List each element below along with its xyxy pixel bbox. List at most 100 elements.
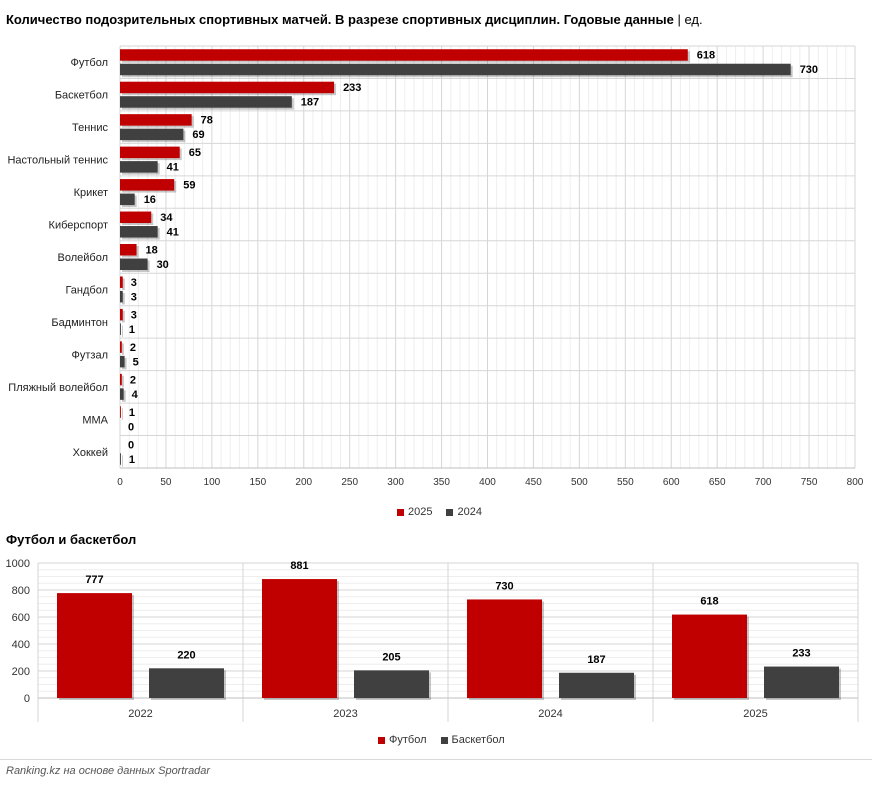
x-tick-label: 50 (160, 477, 172, 488)
source-note: Ranking.kz на основе данных Sportradar (6, 765, 211, 777)
bar-баскетбол-2022 (149, 668, 224, 698)
y-tick-label: 1000 (6, 558, 30, 570)
bar-shadow (122, 408, 123, 420)
data-label: 3 (131, 291, 137, 303)
bar-2024-теннис (120, 128, 184, 141)
bar-2025-mma (120, 406, 121, 418)
category-label-баскетбол: Баскетбол (55, 90, 108, 102)
bar-2024-бадминтон (120, 323, 121, 335)
bar-2024-хоккей (120, 453, 121, 465)
x-tick-label: 0 (117, 477, 123, 488)
data-label: 65 (189, 147, 201, 159)
y-tick-label: 400 (12, 639, 30, 651)
category-label-теннис: Теннис (72, 122, 109, 134)
data-label: 881 (290, 560, 308, 572)
bar-2025-баскетбол (120, 81, 335, 94)
category-label-футзал: Футзал (72, 349, 108, 361)
data-label: 187 (301, 97, 319, 109)
bar-футбол-2023 (262, 579, 337, 698)
data-label: 16 (144, 194, 156, 206)
bar-shadow (122, 325, 123, 337)
category-label-хоккей: Хоккей (73, 447, 108, 459)
data-label: 3 (131, 309, 137, 321)
data-label: 3 (131, 277, 137, 289)
bar-shadow (122, 278, 125, 290)
y-tick-label: 0 (24, 693, 30, 705)
bar-футбол-2025 (672, 614, 747, 698)
y-tick-label: 600 (12, 612, 30, 624)
category-label-mma: MMA (82, 414, 108, 426)
legend-item-2024: 2024 (446, 506, 482, 518)
bar-shadow (122, 292, 125, 305)
data-label: 233 (343, 82, 361, 94)
x-tick-label: 400 (479, 477, 496, 488)
bar-2025-пляжный-волейбол (120, 373, 122, 386)
bar-2024-волейбол (120, 258, 148, 270)
y-tick-label: 200 (12, 666, 30, 678)
category-label-киберспорт: Киберспорт (49, 220, 108, 232)
bar-2025-настольный-теннис (120, 146, 180, 159)
bar-2025-волейбол (120, 244, 137, 256)
bar-баскетбол-2025 (764, 666, 839, 698)
bar-2025-киберспорт (120, 211, 152, 224)
bar-2024-пляжный-волейбол (120, 388, 124, 400)
x-tick-label: 500 (571, 477, 588, 488)
x-tick-label: 700 (755, 477, 772, 488)
bar-2024-гандбол (120, 290, 123, 303)
data-label: 205 (382, 651, 400, 663)
bar-shadow (122, 343, 124, 355)
bar-2024-футзал (120, 355, 125, 368)
bar-2025-футбол (120, 49, 688, 61)
data-label: 220 (177, 649, 195, 661)
bar-2025-теннис (120, 114, 192, 126)
data-label: 18 (146, 245, 158, 257)
data-label: 78 (201, 115, 213, 127)
data-label: 4 (132, 389, 139, 401)
footer-divider (0, 759, 872, 760)
legend-item-football: Футбол (378, 734, 427, 746)
category-label-2022: 2022 (128, 708, 152, 720)
data-label: 0 (128, 439, 134, 451)
category-label-гандбол: Гандбол (65, 284, 108, 296)
x-tick-label: 600 (663, 477, 680, 488)
category-label-2025: 2025 (743, 708, 767, 720)
legend-item-basketball: Баскетбол (440, 734, 505, 746)
data-label: 5 (133, 356, 139, 368)
x-tick-label: 150 (249, 477, 266, 488)
y-tick-label: 800 (12, 585, 30, 597)
category-label-волейбол: Волейбол (58, 252, 109, 264)
bar-баскетбол-2023 (354, 670, 429, 698)
category-label-настольный-теннис: Настольный теннис (7, 155, 108, 167)
x-tick-label: 800 (847, 477, 864, 488)
data-label: 730 (495, 580, 513, 592)
x-tick-label: 550 (617, 477, 634, 488)
bar-2024-баскетбол (120, 96, 292, 108)
data-label: 777 (85, 574, 103, 586)
data-label: 2 (130, 342, 136, 354)
x-tick-label: 300 (387, 477, 404, 488)
data-label: 59 (183, 180, 195, 192)
chart1-legend: 2025 2024 (397, 506, 482, 518)
data-label: 34 (160, 212, 173, 224)
category-label-2023: 2023 (333, 708, 357, 720)
bar-2024-футбол (120, 63, 791, 76)
bar-2024-настольный-теннис (120, 161, 158, 173)
bar-футбол-2022 (57, 593, 132, 698)
chart2-legend: Футбол Баскетбол (378, 734, 505, 746)
data-label: 41 (167, 162, 179, 174)
section-title: Футбол и баскетбол (6, 532, 137, 547)
bar-shadow (122, 375, 124, 388)
data-label: 618 (697, 50, 715, 62)
x-tick-label: 650 (709, 477, 726, 488)
data-label: 618 (700, 596, 718, 608)
data-label: 730 (800, 64, 818, 76)
data-label: 187 (587, 654, 605, 666)
x-tick-label: 100 (204, 477, 221, 488)
x-tick-label: 750 (801, 477, 818, 488)
category-label-2024: 2024 (538, 708, 562, 720)
data-label: 41 (167, 227, 179, 239)
category-label-пляжный-волейбол: Пляжный волейбол (8, 382, 108, 394)
bar-shadow (122, 390, 126, 402)
data-label: 1 (129, 324, 135, 336)
